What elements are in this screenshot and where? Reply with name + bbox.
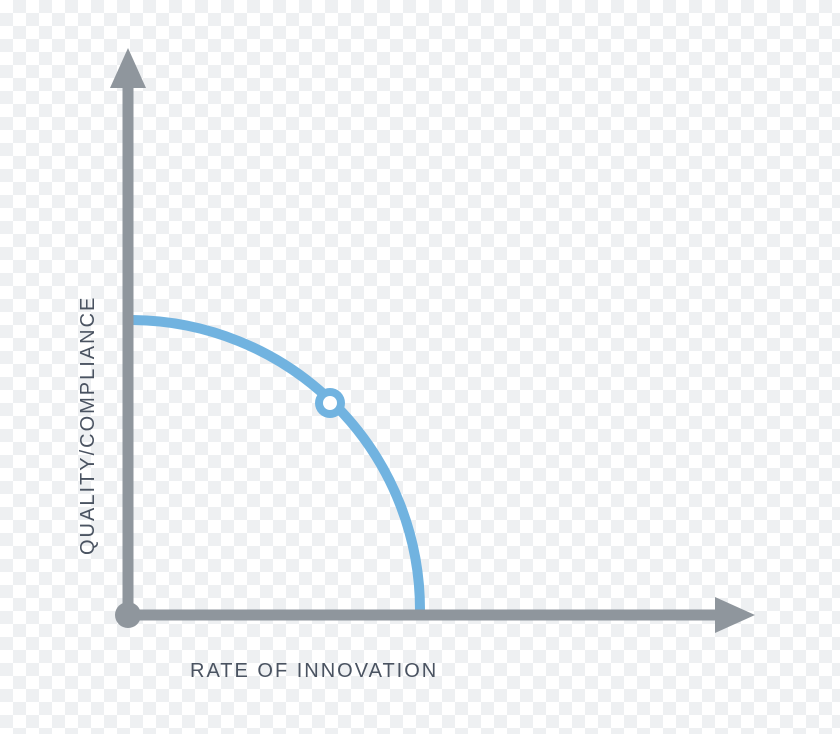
tradeoff-chart [0,0,840,734]
origin-dot [115,602,141,628]
tradeoff-curve [133,320,420,610]
y-axis-label: QUALITY/COMPLIANCE [77,296,100,555]
curve-marker-inner [323,396,337,410]
y-axis-arrowhead [110,48,146,88]
x-axis-label: RATE OF INNOVATION [190,660,438,683]
x-axis-arrowhead [715,597,755,633]
